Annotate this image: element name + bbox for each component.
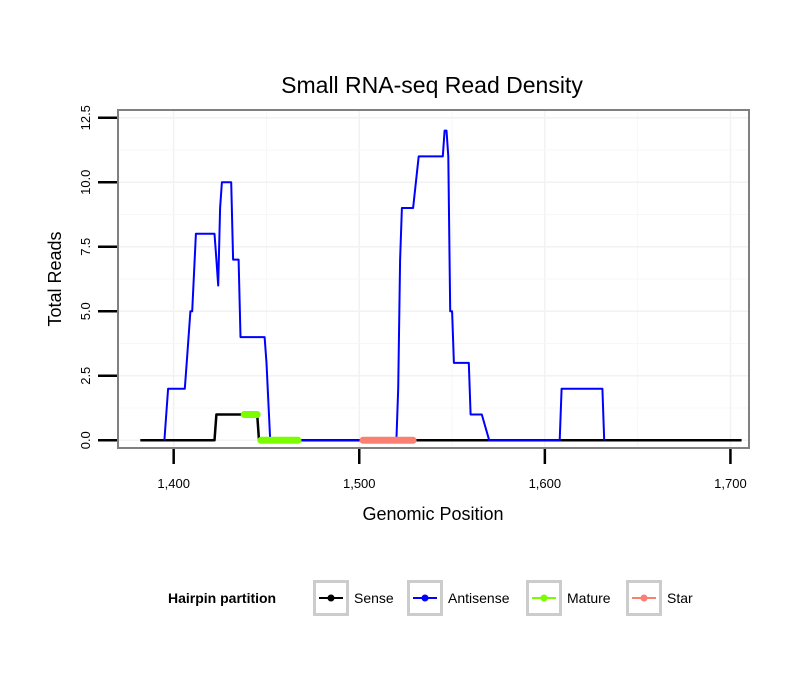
x-tick-label: 1,400 <box>157 476 190 491</box>
legend-title: Hairpin partition <box>168 590 276 606</box>
y-axis-title: Total Reads <box>45 231 65 326</box>
y-tick-label: 0.0 <box>78 431 93 449</box>
legend-item-mature: Mature <box>526 580 611 616</box>
antisense-series-line <box>163 129 606 442</box>
x-tick-label: 1,500 <box>343 476 376 491</box>
legend-label: Star <box>667 590 693 606</box>
y-tick-label: 10.0 <box>78 170 93 195</box>
chart-title: Small RNA-seq Read Density <box>281 72 583 98</box>
gridlines <box>118 110 749 448</box>
y-tick-label: 5.0 <box>78 302 93 320</box>
y-axis: 0.0 2.5 5.0 7.5 10.0 12.5 <box>78 105 117 449</box>
legend-item-star: Star <box>626 580 693 616</box>
y-tick-label: 7.5 <box>78 238 93 256</box>
plot-border <box>117 109 750 449</box>
y-tick-label: 12.5 <box>78 105 93 130</box>
y-tick-label: 2.5 <box>78 367 93 385</box>
legend: Hairpin partition Sense Antisense Mature St… <box>168 580 693 616</box>
plot-area <box>117 109 750 449</box>
x-axis-title: Genomic Position <box>362 504 503 524</box>
x-axis: 1,400 1,500 1,600 1,700 <box>157 449 747 491</box>
legend-label: Sense <box>354 590 394 606</box>
legend-key-point <box>640 594 648 602</box>
x-tick-label: 1,600 <box>529 476 562 491</box>
legend-label: Mature <box>567 590 611 606</box>
legend-key-point <box>327 594 335 602</box>
legend-key-point <box>421 594 429 602</box>
series-layer <box>140 129 742 444</box>
x-tick-label: 1,700 <box>714 476 747 491</box>
legend-label: Antisense <box>448 590 510 606</box>
legend-key-point <box>540 594 548 602</box>
legend-item-sense: Sense <box>313 580 394 616</box>
legend-item-antisense: Antisense <box>407 580 510 616</box>
